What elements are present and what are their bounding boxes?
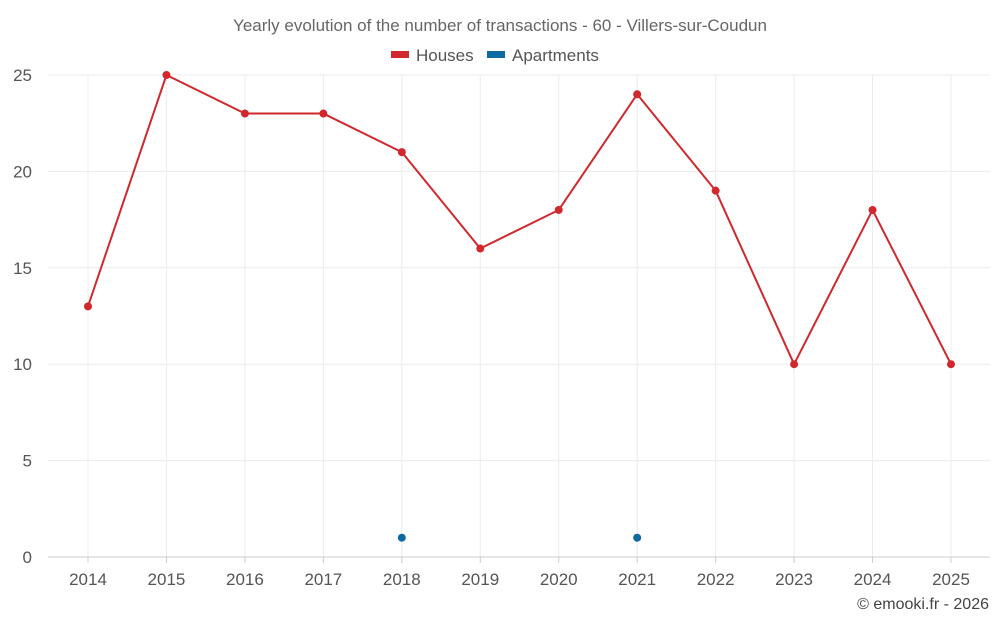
data-point-houses-2021[interactable] [633,90,642,99]
credit-text: © emooki.fr - 2026 [857,596,989,613]
data-point-houses-2017[interactable] [319,109,328,118]
x-tick-label: 2025 [932,570,970,589]
legend-label-apartments: Apartments [512,46,599,65]
y-tick-label: 0 [23,548,32,567]
x-tick-label: 2021 [618,570,656,589]
x-tick-label: 2018 [383,570,421,589]
y-tick-label: 5 [23,452,32,471]
x-tick-label: 2022 [697,570,735,589]
x-tick-label: 2020 [540,570,578,589]
data-point-houses-2018[interactable] [397,148,406,157]
legend-item-houses[interactable]: Houses [391,46,474,65]
chart-title: Yearly evolution of the number of transa… [233,16,767,35]
data-point-houses-2024[interactable] [868,205,877,214]
series-line-houses [87,73,952,367]
x-tick-label: 2014 [69,570,107,589]
data-point-houses-2015[interactable] [162,71,171,79]
data-point-houses-2014[interactable] [84,302,92,311]
grid [48,74,990,557]
series-apartments [397,533,642,542]
x-tick-label: 2016 [226,570,264,589]
legend-label-houses: Houses [416,46,474,65]
x-tick-label: 2017 [304,570,342,589]
y-tick-label: 15 [13,259,32,278]
y-tick-label: 25 [13,66,32,85]
data-point-houses-2025[interactable] [947,360,955,369]
data-point-apartments-2018[interactable] [397,533,406,542]
y-tick-label: 20 [13,162,32,181]
data-point-houses-2019[interactable] [476,244,485,253]
series-houses [84,71,955,369]
data-point-houses-2023[interactable] [790,360,799,369]
y-tick-label: 10 [13,355,32,374]
data-point-apartments-2021[interactable] [633,533,642,542]
series [84,71,955,542]
legend-item-apartments[interactable]: Apartments [487,46,599,65]
data-point-houses-2022[interactable] [711,186,720,195]
data-point-houses-2020[interactable] [554,205,563,214]
x-tick-label: 2019 [461,570,499,589]
legend: Houses Apartments [391,46,599,65]
legend-swatch-apartments [487,51,505,58]
x-tick-label: 2024 [854,570,892,589]
x-tick-label: 2023 [775,570,813,589]
legend-swatch-houses [391,51,409,58]
data-point-houses-2016[interactable] [240,109,249,118]
x-tick-label: 2015 [148,570,186,589]
